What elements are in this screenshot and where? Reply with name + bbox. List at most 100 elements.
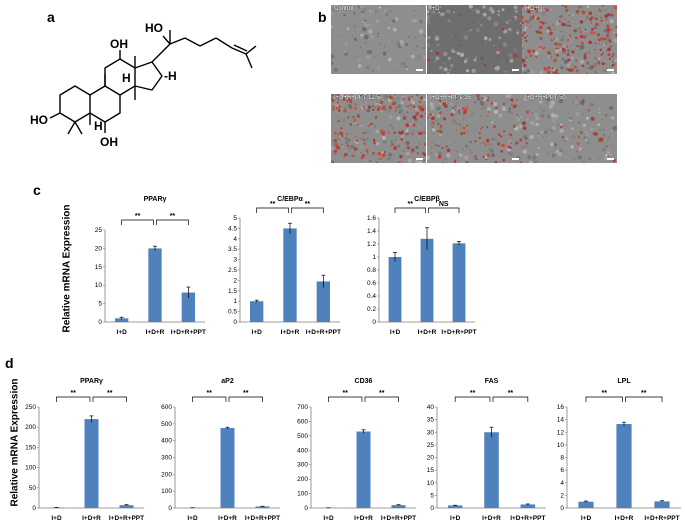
y-tick-label: 1.2	[367, 241, 376, 248]
x-tick-label: I+D+R+PPT	[441, 329, 476, 336]
scale-bar	[416, 158, 423, 160]
micrograph-image	[522, 5, 617, 74]
significance-bracket	[428, 207, 460, 213]
y-tick-label: 40	[427, 404, 435, 411]
structure-label-ho-top: HO	[145, 21, 163, 35]
micrograph-label: I+D+R+PPT 50	[525, 95, 566, 101]
y-tick-label: 200	[161, 471, 172, 478]
y-tick-label: 300	[161, 455, 172, 462]
significance-label: **	[305, 201, 311, 208]
y-tick-label: 6	[560, 467, 564, 474]
x-tick-label: I+D	[390, 329, 401, 336]
micrograph-label: I+D+R	[525, 6, 543, 12]
y-tick-label: 20	[427, 455, 435, 462]
x-tick-label: I+D	[323, 515, 334, 522]
y-tick-label: 30	[427, 429, 435, 436]
y-tick-label: 1	[372, 254, 376, 261]
structure-label-ho-3: HO	[30, 113, 48, 127]
scale-bar	[512, 158, 519, 160]
chart-d-ppargamma: PPARγ 0 50 100 150 200 250 I+D I+D+R I+D+R+PPT ** *…	[25, 378, 144, 522]
y-tick-label: 600	[161, 404, 172, 411]
significance-label: **	[270, 201, 276, 208]
bar	[283, 228, 297, 322]
bar	[447, 505, 463, 508]
micrograph-6: I+D+R+PPT 50	[522, 94, 617, 163]
y-tick-label: 0	[304, 505, 308, 512]
x-tick-label: I+D+R+PPT	[510, 515, 545, 522]
y-tick-label: 100	[297, 491, 308, 498]
x-tick-label: I+D+R	[354, 515, 373, 522]
y-tick-label: 4	[233, 236, 237, 243]
y-tick-label: 3.5	[228, 246, 237, 253]
structure-label-h-side: -H	[164, 69, 177, 83]
y-tick-label: 700	[297, 404, 308, 411]
significance-label: **	[243, 390, 249, 397]
scale-bar	[416, 69, 423, 71]
significance-bracket	[492, 396, 529, 402]
y-tick-label: 400	[297, 447, 308, 454]
y-tick-label: 1.5	[228, 288, 237, 295]
y-tick-label: 5	[430, 492, 434, 499]
micrograph-image	[427, 94, 522, 163]
bar	[520, 504, 536, 508]
significance-label: NS	[439, 201, 449, 208]
y-tick-label: 10	[95, 282, 103, 289]
significance-bracket	[56, 396, 91, 402]
x-tick-label: I+D+R+PPT	[381, 515, 416, 522]
bar	[148, 248, 162, 322]
y-tick-label: 400	[161, 438, 172, 445]
panel-letter-a: a	[47, 9, 55, 25]
y-tick-label: 0.5	[228, 309, 237, 316]
significance-bracket	[121, 219, 154, 225]
significance-label: **	[135, 213, 141, 220]
micrograph-3: I+D+R	[522, 5, 617, 74]
significance-bracket	[256, 207, 289, 213]
bar	[452, 243, 466, 322]
significance-bracket	[364, 396, 399, 402]
chart-title: aP2	[221, 378, 234, 385]
y-tick-label: 15	[427, 467, 435, 474]
y-tick-label: 0.8	[367, 267, 376, 274]
y-tick-label: 0.2	[367, 306, 376, 313]
y-tick-label: 1	[233, 298, 237, 305]
x-tick-label: I+D+R	[615, 515, 634, 522]
y-tick-label: 150	[25, 444, 36, 451]
chart-title: CD36	[355, 378, 373, 385]
significance-label: **	[107, 390, 113, 397]
y-tick-label: 500	[161, 421, 172, 428]
micrograph-2: I+D	[427, 5, 522, 74]
x-tick-label: I+D	[51, 515, 62, 522]
x-tick-label: I+D+R+PPT	[245, 515, 280, 522]
micrograph-label: Control	[334, 6, 354, 12]
y-tick-label: 0.4	[367, 293, 376, 300]
y-tick-label: 4	[560, 480, 564, 487]
y-tick-label: 1.6	[367, 215, 376, 222]
y-tick-label: 5	[98, 301, 102, 308]
significance-label: **	[379, 390, 385, 397]
micrograph-1: Control	[331, 5, 426, 74]
bar	[356, 431, 371, 508]
x-tick-label: I+D+R+PPT	[644, 515, 679, 522]
y-tick-label: 3	[233, 257, 237, 264]
chart-d-cd36: CD36 0 100 200 300 400 500 600 700 I+D I+D+R I+D+R+…	[297, 378, 416, 522]
y-tick-label: 16	[557, 404, 565, 411]
x-tick-label: I+D+R	[281, 329, 300, 336]
micrograph-image	[522, 94, 617, 163]
y-tick-label: 25	[95, 227, 103, 234]
micrograph-5: I+D+R+PPT 25	[427, 94, 522, 163]
x-tick-label: I+D+R	[82, 515, 101, 522]
y-tick-label: 200	[25, 424, 36, 431]
y-tick-label: 0	[560, 505, 564, 512]
y-tick-label: 2.5	[228, 267, 237, 274]
y-tick-label: 500	[297, 433, 308, 440]
y-tick-label: 600	[297, 418, 308, 425]
y-tick-label: 1.4	[367, 228, 376, 235]
chemical-structure: HO OH HO OH -H H H	[30, 21, 257, 149]
bar	[220, 428, 235, 508]
significance-bracket	[156, 219, 189, 225]
significance-bracket	[92, 396, 127, 402]
y-tick-label: 100	[161, 488, 172, 495]
significance-bracket	[585, 396, 623, 402]
scale-bar	[512, 69, 519, 71]
y-tick-label: 8	[560, 455, 564, 462]
